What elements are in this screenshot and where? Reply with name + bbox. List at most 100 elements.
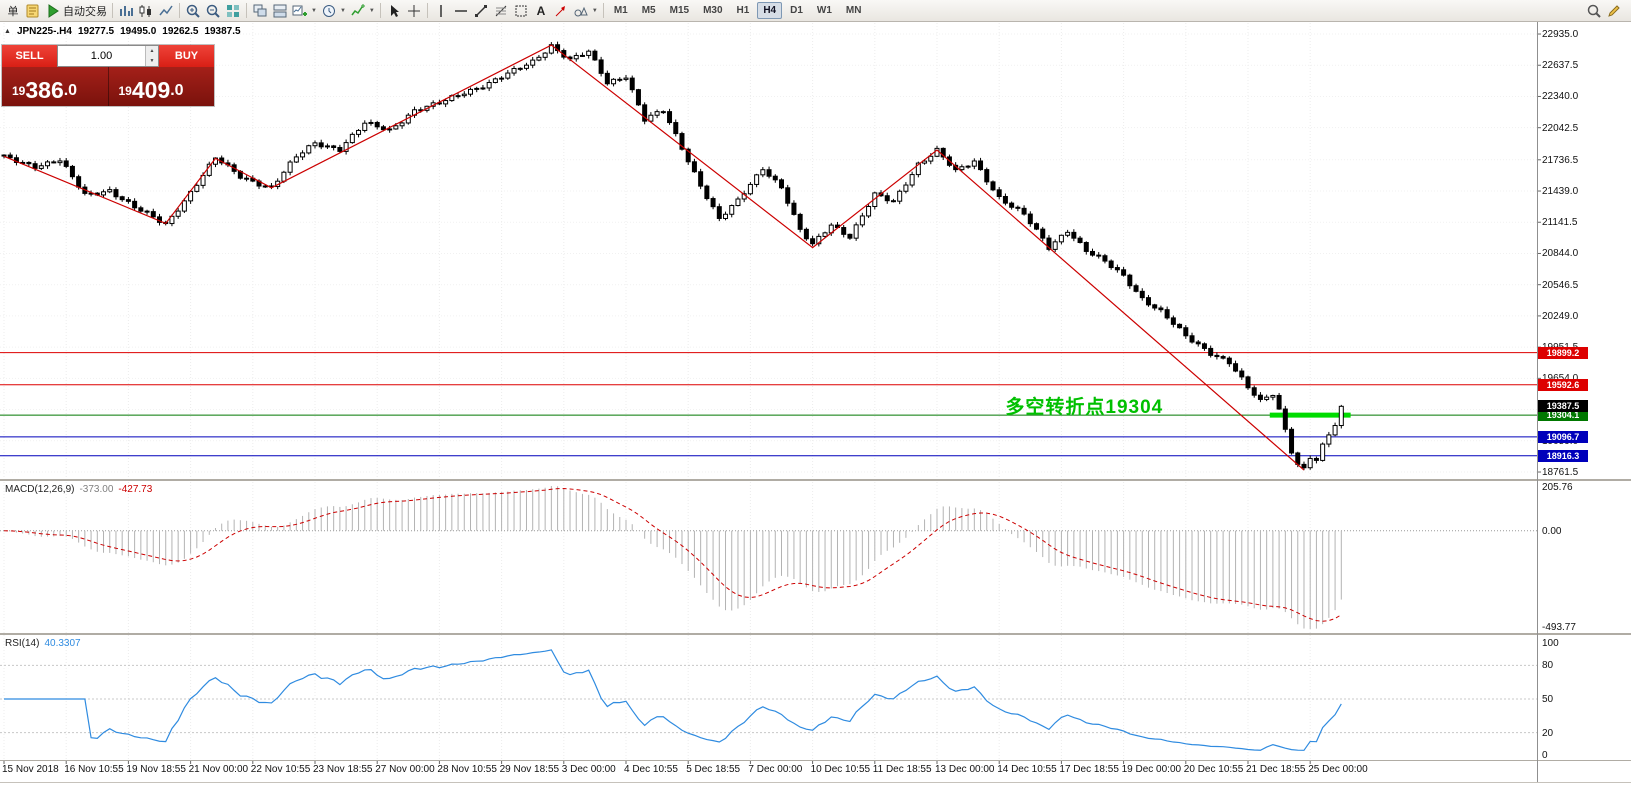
ohlc-low: 19262.5 xyxy=(162,26,199,37)
annotation-text[interactable]: 多空转折点19304 xyxy=(1005,396,1164,418)
panel-separator[interactable] xyxy=(0,633,1631,635)
dropdown-caret-icon: ▼ xyxy=(368,7,375,14)
ask-suffix: .0 xyxy=(170,82,184,99)
toolbar-separator xyxy=(379,3,381,18)
macd-main-value: -373.00 xyxy=(79,484,114,495)
date-label: 23 Nov 18:55 xyxy=(313,764,373,775)
autotrade-button-label: 自动交易 xyxy=(63,5,107,18)
date-label: 15 Nov 2018 xyxy=(2,764,59,775)
vertical-line-icon xyxy=(440,4,442,17)
timeframe-m30-button[interactable]: M30 xyxy=(703,5,723,16)
timeframe-d1-button[interactable]: D1 xyxy=(790,5,803,16)
timeframe-mn-button[interactable]: MN xyxy=(845,5,862,16)
timeframe-h4-button[interactable]: H4 xyxy=(757,2,783,19)
line-chart-icon[interactable] xyxy=(156,1,176,21)
macd-axis-label: 0.00 xyxy=(1542,525,1562,537)
tile-windows-icon xyxy=(227,4,239,17)
autotrade-button[interactable]: 自动交易 xyxy=(43,1,109,21)
volume-up-button[interactable]: ▲ xyxy=(146,46,158,56)
volume-spinner: ▲ ▼ xyxy=(145,46,158,66)
date-label: 21 Nov 00:00 xyxy=(188,764,249,775)
price-tag-19592.6[interactable]: 19592.6 xyxy=(1538,378,1588,391)
panel-separator xyxy=(0,782,1631,783)
volume-input[interactable] xyxy=(58,46,145,66)
date-label: 10 Dec 10:55 xyxy=(810,764,871,775)
price-tick-label: 22935.0 xyxy=(1542,29,1579,41)
rsi-label: RSI(14) 40.3307 xyxy=(5,638,81,649)
toolbar-separator xyxy=(246,3,247,18)
new-order-label-label: 单 xyxy=(7,5,19,18)
zoom-out-icon[interactable] xyxy=(203,1,223,21)
macd-name: MACD(12,26,9) xyxy=(5,484,75,495)
main-chart-panel[interactable] xyxy=(0,22,1631,479)
collapse-trade-panel-icon[interactable]: ▲ xyxy=(4,28,11,35)
horizontal-line-icon[interactable] xyxy=(451,1,471,21)
rsi-panel[interactable] xyxy=(0,635,1631,760)
price-tick-label: 22637.5 xyxy=(1542,60,1579,72)
line-chart-icon xyxy=(159,5,173,15)
price-tag-18916.3[interactable]: 18916.3 xyxy=(1538,449,1588,462)
date-label: 27 Nov 00:00 xyxy=(375,764,435,775)
bar-chart-icon[interactable] xyxy=(116,1,136,21)
new-order-icon xyxy=(26,4,39,17)
bar-chart-icon xyxy=(120,5,133,16)
price-tick-label: 20844.0 xyxy=(1542,248,1579,260)
fibonacci-icon[interactable] xyxy=(491,1,511,21)
buy-price-button[interactable]: 19 409 .0 xyxy=(107,67,215,106)
timeframe-m5-button[interactable]: M5 xyxy=(641,5,656,16)
price-tick-label: 22340.0 xyxy=(1542,91,1579,103)
chart-symbol-timeframe: JPN225-.H4 xyxy=(16,26,72,37)
tile-windows-icon[interactable] xyxy=(223,1,243,21)
cursor-icon[interactable] xyxy=(384,1,404,21)
macd-panel[interactable] xyxy=(0,481,1631,633)
candlestick-chart-icon xyxy=(139,4,151,17)
indicators-button[interactable]: ▼ xyxy=(348,1,377,21)
cascade-windows-icon[interactable] xyxy=(250,1,270,21)
indicators-button-icon xyxy=(351,3,365,15)
shapes-icon xyxy=(515,5,527,16)
new-chart-button[interactable]: ▼ xyxy=(290,1,319,21)
volume-down-button[interactable]: ▼ xyxy=(146,56,158,66)
candlestick-chart-icon[interactable] xyxy=(136,1,156,21)
vertical-line-icon[interactable] xyxy=(431,1,451,21)
toolbar-separator xyxy=(179,3,180,18)
new-order-label: 单 xyxy=(3,1,23,21)
timeframe-m15-button[interactable]: M15 xyxy=(669,5,690,16)
volume-field: ▲ ▼ xyxy=(57,45,159,67)
date-label: 11 Dec 18:55 xyxy=(872,764,932,775)
sell-button[interactable]: SELL xyxy=(2,45,57,67)
arrange-windows-icon xyxy=(273,4,287,17)
buy-button[interactable]: BUY xyxy=(159,45,214,67)
chart-profiles-button[interactable]: ▼ xyxy=(319,1,348,21)
toolbar-separator xyxy=(112,3,113,18)
shapes-icon[interactable] xyxy=(511,1,531,21)
timeframe-w1-button[interactable]: W1 xyxy=(816,5,832,16)
date-label: 25 Dec 00:00 xyxy=(1308,764,1368,775)
arrange-windows-icon[interactable] xyxy=(270,1,290,21)
new-order-icon[interactable] xyxy=(23,1,43,21)
macd-axis-label: 205.76 xyxy=(1542,482,1573,493)
search-icon[interactable] xyxy=(1584,1,1604,21)
macd-axis-label: -493.77 xyxy=(1542,622,1576,633)
timeframe-buttons: M1 M5 M15 M30 H1 H4 D1 W1 MN xyxy=(600,2,869,19)
text-icon[interactable]: A xyxy=(531,1,551,21)
price-tag-19096.7[interactable]: 19096.7 xyxy=(1538,430,1588,443)
crosshair-icon[interactable] xyxy=(404,1,424,21)
chart-profiles-button-icon xyxy=(322,4,335,17)
horizontal-line-icon xyxy=(454,9,467,12)
price-tag-19899.2[interactable]: 19899.2 xyxy=(1538,346,1588,359)
ohlc-high: 19495.0 xyxy=(120,26,157,37)
panel-separator[interactable] xyxy=(0,479,1631,481)
arrows-icon[interactable] xyxy=(551,1,571,21)
timeframe-m1-button[interactable]: M1 xyxy=(613,5,628,16)
price-tick-label: 20249.0 xyxy=(1542,310,1579,322)
trendline-icon[interactable] xyxy=(471,1,491,21)
edit-icon[interactable] xyxy=(1604,1,1624,21)
sell-price-button[interactable]: 19 386 .0 xyxy=(2,67,108,106)
figures-button[interactable]: ▼ xyxy=(571,1,600,21)
rsi-axis-label: 80 xyxy=(1542,660,1554,672)
toolbar-right xyxy=(1584,1,1628,21)
zoom-in-icon[interactable] xyxy=(183,1,203,21)
timeframe-h1-button[interactable]: H1 xyxy=(736,5,750,16)
price-tick-label: 18761.5 xyxy=(1542,467,1579,479)
